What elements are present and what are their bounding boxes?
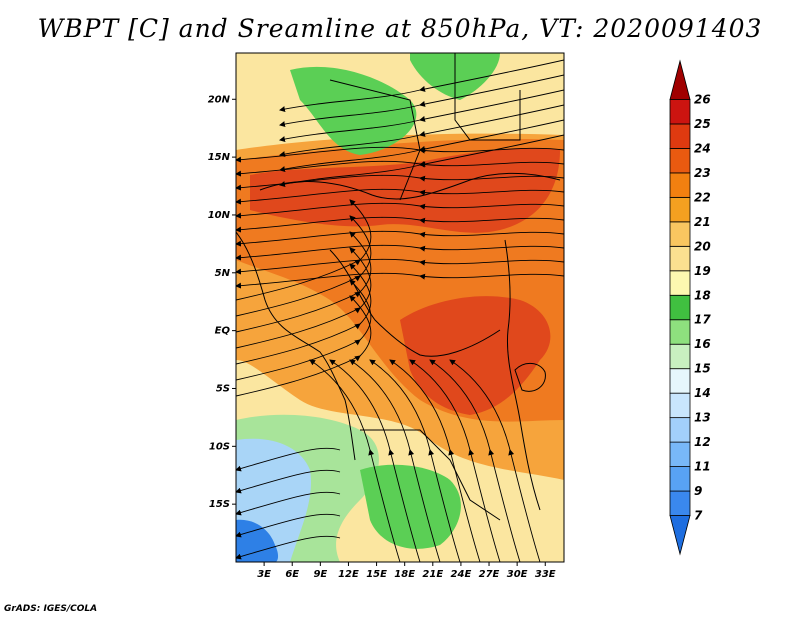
lon-tick-label: 6E <box>285 569 299 580</box>
streamline-3 <box>236 188 564 205</box>
wbpt-fill-field <box>236 53 564 562</box>
colorbar-label: 17 <box>694 313 711 327</box>
colorbar-segment <box>669 123 691 149</box>
streamline-4 <box>236 202 564 219</box>
colorbar-segment <box>669 515 691 556</box>
lon-tick-label: 15E <box>366 569 387 580</box>
colorbar-label: 9 <box>694 484 702 498</box>
colorbar-label: 11 <box>694 460 711 474</box>
colorbar-label: 14 <box>694 386 711 400</box>
colorbar-segment <box>669 343 691 370</box>
colorbar-label: 15 <box>694 362 711 376</box>
streamline-33 <box>236 491 341 516</box>
lat-tick-label: 10N <box>208 210 231 221</box>
lat-tick-label: 20N <box>208 94 231 105</box>
colorbar-segment <box>669 99 691 125</box>
colorbar-segment <box>669 392 691 419</box>
colorbar-label: 7 <box>694 509 703 523</box>
colorbar-label: 18 <box>694 288 711 302</box>
colorbar-segment <box>669 172 691 198</box>
colorbar-segment <box>669 319 691 345</box>
lat-tick-label: 5S <box>216 383 230 394</box>
lat-tick-label: 15N <box>208 152 231 163</box>
colorbar-label: 19 <box>694 264 711 278</box>
colorbar-segment <box>669 196 691 223</box>
streamline-31 <box>236 447 341 472</box>
lon-tick-label: 30E <box>507 569 528 580</box>
streamline-30 <box>279 134 564 187</box>
colorbar-label: 21 <box>694 215 711 229</box>
colorbar-segment <box>669 466 691 492</box>
colorbar-label: 16 <box>694 337 711 351</box>
colorbar-label: 12 <box>694 435 711 449</box>
streamlines <box>236 59 564 562</box>
map-frame <box>235 52 565 563</box>
colorbar: 7 9 11 12 13 14 15 16 17 18 19 20 21 22 23 24 25 26 <box>669 59 711 556</box>
lon-tick-label: 18E <box>394 569 415 580</box>
colorbar-segment <box>669 148 691 174</box>
colorbar-segment <box>669 294 691 321</box>
streamline-24 <box>449 359 541 562</box>
streamline-5 <box>236 216 564 233</box>
streamline-35 <box>236 535 341 560</box>
streamline-6 <box>236 230 564 247</box>
colorbar-label: 25 <box>694 117 711 131</box>
colorbar-label: 26 <box>694 92 711 106</box>
streamline-16 <box>236 295 372 397</box>
colorbar-segment <box>669 417 691 443</box>
latitude-axis: 20N 15N 10N 5N EQ 5S 10S 15S <box>208 94 236 510</box>
colorbar-label: 23 <box>694 166 711 180</box>
grads-credit: GrADS: IGES/COLA <box>4 604 98 614</box>
streamline-32 <box>236 469 341 494</box>
colorbar-label: 13 <box>694 411 711 425</box>
colorbar-segment <box>669 59 691 100</box>
lon-tick-label: 21E <box>422 569 443 580</box>
colorbar-segment <box>669 221 691 247</box>
lon-tick-label: 9E <box>313 569 327 580</box>
longitude-axis: 3E 6E 9E 12E 15E 18E 21E 24E 27E 30E 33E <box>257 562 556 580</box>
streamline-7 <box>236 244 564 261</box>
lon-tick-label: 12E <box>338 569 359 580</box>
lon-tick-label: 3E <box>257 569 271 580</box>
lat-tick-label: EQ <box>215 326 231 337</box>
fill-cold-southwest <box>236 519 279 562</box>
chart-title: WBPT [C] and Sreamline at 850hPa, VT: 20… <box>37 14 763 43</box>
colorbar-segment <box>669 490 691 516</box>
fill-green-south <box>360 464 461 549</box>
lake-victoria <box>514 363 546 392</box>
lon-tick-label: 33E <box>535 569 556 580</box>
colorbar-segment <box>669 441 691 467</box>
streamline-34 <box>236 513 341 538</box>
colorbar-label: 22 <box>694 190 711 204</box>
colorbar-label: 24 <box>694 141 711 155</box>
lat-tick-label: 5N <box>215 268 231 279</box>
lon-tick-label: 24E <box>451 569 472 580</box>
colorbar-label: 20 <box>694 239 711 253</box>
streamline-9 <box>236 272 564 289</box>
colorbar-segment <box>669 368 691 394</box>
lat-tick-label: 15S <box>209 499 230 510</box>
colorbar-segment <box>669 245 691 272</box>
lat-tick-label: 10S <box>209 441 230 452</box>
colorbar-segment <box>669 270 691 296</box>
streamline-8 <box>236 258 564 275</box>
lon-tick-label: 27E <box>479 569 500 580</box>
